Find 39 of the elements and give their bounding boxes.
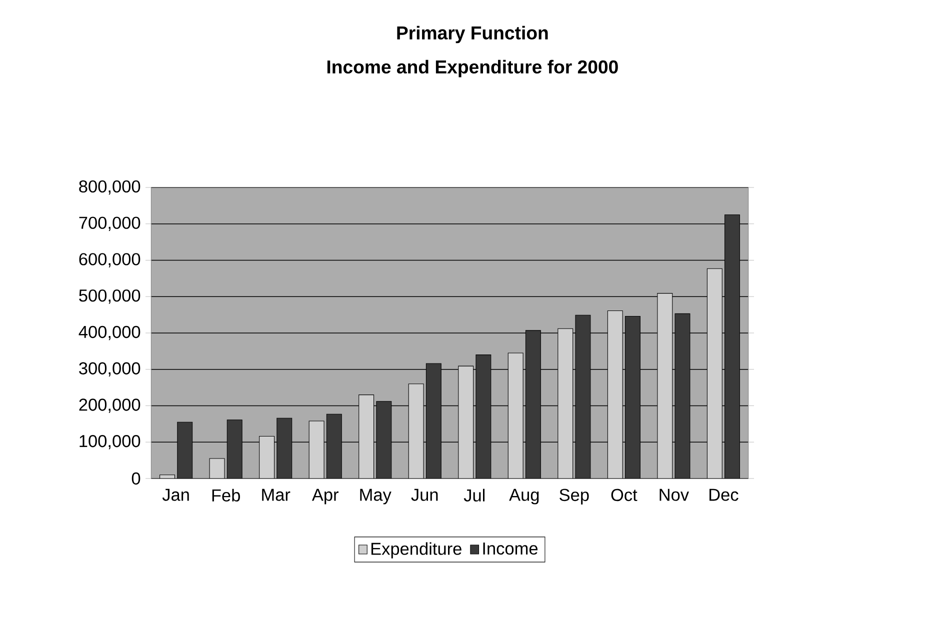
legend-label: Expenditure [371,542,462,558]
x-tick-label: Jun [411,488,438,501]
bar [525,330,541,479]
y-tick-label: 400,000 [78,326,140,340]
x-tick-label: Aug [509,488,539,504]
y-tick-label: 600,000 [79,253,140,268]
bar [724,214,740,479]
x-tick-label: May [360,488,392,504]
x-tick-label: Jul [464,488,485,502]
y-tick-label: 100,000 [80,435,140,450]
legend-label: Income [483,542,538,555]
x-tick-label: Mar [262,488,290,501]
bar [326,414,342,479]
y-tick-label: 500,000 [79,290,140,304]
bar [376,401,392,479]
bar [674,313,690,479]
y-tick-label: 0 [132,472,140,485]
x-tick-label: Apr [312,488,338,504]
x-tick-label: Jan [162,488,189,501]
x-tick-label: Oct [611,488,638,502]
bar [276,418,292,479]
x-tick-label: Nov [660,488,689,501]
bar [575,314,591,479]
bar [177,422,193,479]
bar [426,363,442,479]
bar [624,316,640,479]
bar [226,420,242,479]
y-tick-label: 200,000 [79,398,140,413]
y-tick-label: 800,000 [79,180,140,195]
x-tick-label: Dec [710,488,738,501]
chart-title: Primary Function [397,26,548,44]
y-tick-label: 300,000 [79,362,140,377]
y-tick-label: 700,000 [79,216,140,232]
bar [160,474,175,479]
bar [209,458,225,479]
x-tick-label: Sep [560,488,589,505]
bar [476,354,492,479]
chart-subtitle: Income and Expenditure for 2000 [327,60,618,78]
x-tick-label: Feb [212,488,240,502]
